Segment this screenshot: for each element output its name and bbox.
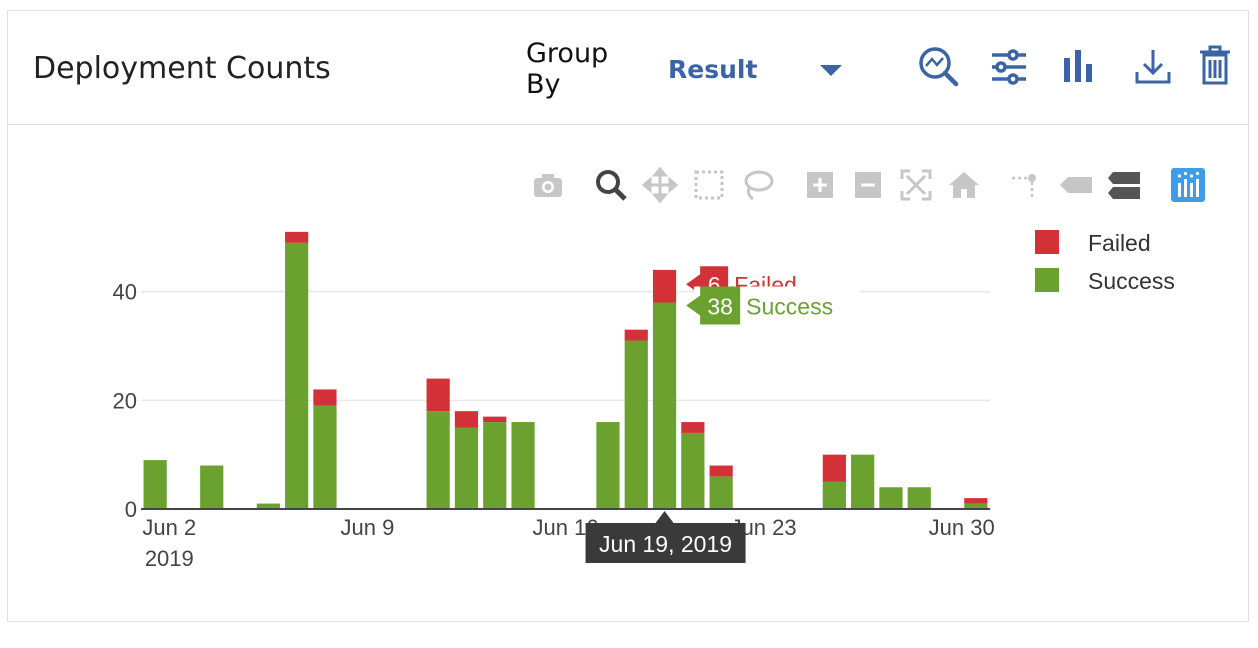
x-tick-sublabel: 2019 (145, 546, 194, 571)
x-tick-label: Jun 9 (340, 515, 394, 540)
bar-success (879, 487, 903, 509)
bar-failed (681, 422, 705, 433)
spike-lines-icon[interactable] (1008, 167, 1044, 203)
bar-failed (709, 465, 733, 477)
group-by-dropdown[interactable]: Result (668, 53, 848, 89)
plot-modebar (8, 167, 1248, 203)
bar-success (822, 481, 846, 509)
hover-success-tag (686, 286, 741, 325)
bar-success (426, 411, 450, 509)
pan-icon[interactable] (642, 167, 678, 203)
bar-failed (426, 378, 450, 412)
bar-success (313, 405, 337, 509)
bar-success (200, 465, 224, 509)
plotly-logo-icon[interactable] (1170, 167, 1206, 203)
bar-success (285, 242, 309, 510)
bar-success (511, 422, 535, 509)
bar-failed (624, 329, 648, 341)
bar-failed (285, 231, 309, 243)
zoom-in-icon[interactable] (802, 167, 838, 203)
x-tick-label: Jun 30 (929, 515, 995, 540)
zoom-chart-icon[interactable] (916, 44, 962, 90)
bar-failed (652, 269, 677, 303)
zoom-icon[interactable] (593, 167, 629, 203)
bar-success (624, 340, 648, 509)
hover-x-label: Jun 19, 2019 (599, 531, 732, 557)
hover-success-label: Success (746, 294, 833, 320)
bar-failed (822, 454, 846, 482)
sliders-icon[interactable] (986, 44, 1032, 90)
bar-failed (964, 498, 988, 504)
x-tick-label: Jun 2 (142, 515, 196, 540)
download-icon[interactable] (1130, 44, 1176, 90)
lasso-icon[interactable] (739, 167, 775, 203)
hover-x-tooltip (585, 511, 746, 563)
bar-success (851, 454, 875, 509)
bar-success (709, 476, 733, 509)
bar-success (907, 487, 931, 509)
y-tick-label: 0 (125, 497, 137, 522)
bar-chart-icon[interactable] (1056, 44, 1102, 90)
bar-success (652, 302, 677, 509)
box-select-icon[interactable] (691, 167, 727, 203)
bar-success (681, 432, 705, 509)
legend-swatch (1035, 230, 1059, 254)
chevron-down-icon (820, 65, 842, 76)
deployment-counts-panel: Deployment Counts Group By Result (7, 10, 1249, 622)
bar-success (454, 427, 479, 509)
bar-failed (454, 411, 479, 428)
bar-success (596, 422, 620, 509)
trash-icon[interactable] (1192, 44, 1238, 90)
legend-swatch (1035, 268, 1059, 292)
y-tick-label: 20 (113, 388, 137, 413)
bar-failed (483, 416, 507, 423)
legend-label: Failed (1088, 230, 1151, 256)
autoscale-icon[interactable] (898, 167, 934, 203)
group-by-value: Result (668, 55, 758, 84)
hover-closest-icon[interactable] (1058, 167, 1094, 203)
reset-axes-icon[interactable] (946, 167, 982, 203)
legend-label: Success (1088, 268, 1175, 294)
camera-icon[interactable] (530, 167, 566, 203)
bar-success (483, 422, 507, 509)
bar-success (143, 460, 167, 509)
hover-compare-icon[interactable] (1106, 167, 1142, 203)
panel-title: Deployment Counts (33, 51, 331, 86)
panel-header: Deployment Counts Group By Result (8, 11, 1248, 125)
bar-failed (313, 389, 337, 406)
bar-success (964, 503, 988, 509)
group-by-label: Group By (526, 38, 609, 100)
hover-success-value: 38 (707, 294, 733, 320)
zoom-out-icon[interactable] (850, 167, 886, 203)
bar-success (256, 503, 280, 509)
y-tick-label: 40 (113, 280, 137, 305)
